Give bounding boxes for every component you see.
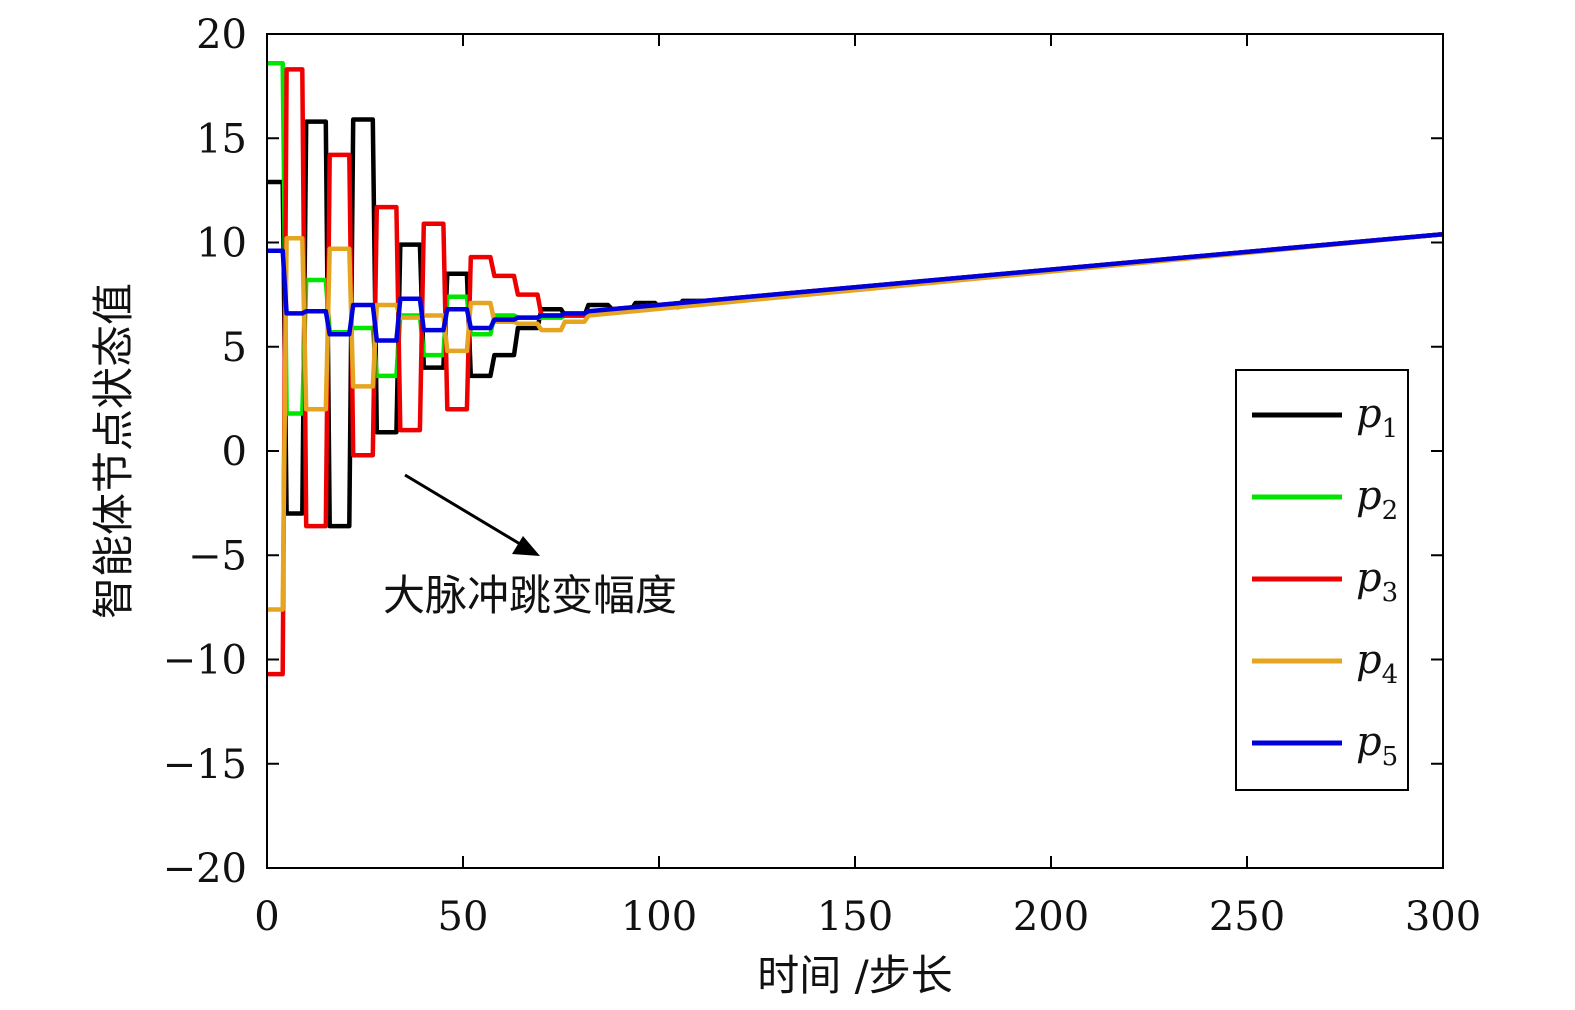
y-tick-label: −20 [163,846,247,892]
x-tick-label: 50 [438,894,489,940]
y-tick-label: −5 [188,533,247,579]
y-tick-label: 15 [196,116,247,162]
y-tick-label: −10 [163,638,247,684]
y-tick-label: 20 [196,12,247,58]
x-tick-label: 100 [621,894,697,940]
x-tick-label: 250 [1209,894,1285,940]
annotation-text: 大脉冲跳变幅度 [383,571,677,620]
x-tick-label: 300 [1405,894,1481,940]
y-axis-label: 智能体节点状态值 [89,283,138,619]
x-tick-label: 200 [1013,894,1089,940]
x-axis-label: 时间 /步长 [757,951,953,1000]
y-tick-label: 0 [222,429,247,475]
y-tick-label: 10 [196,221,247,267]
x-tick-label: 0 [254,894,279,940]
x-tick-label: 150 [817,894,893,940]
y-tick-label: −15 [163,742,247,788]
y-tick-label: 5 [222,325,247,371]
legend: p1p2p3p4p5 [1236,370,1408,790]
